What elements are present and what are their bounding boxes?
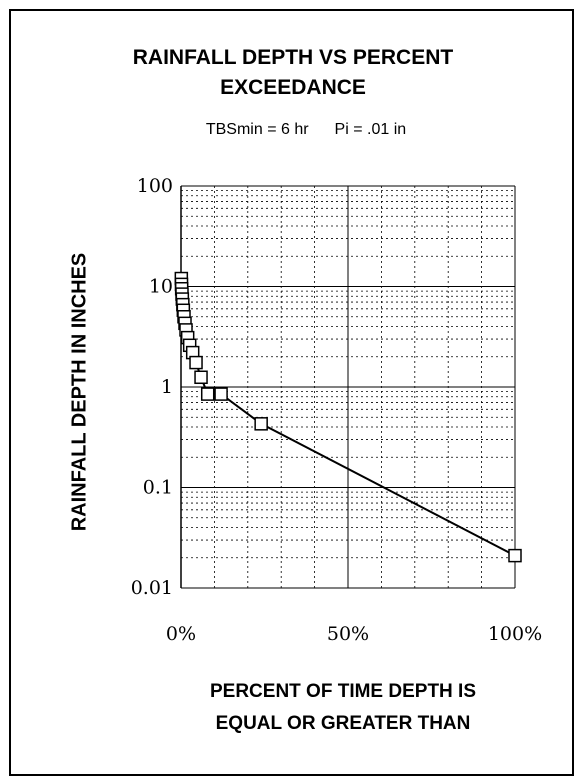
data-point-marker <box>254 417 268 431</box>
chart-title: RAINFALL DEPTH VS PERCENT EXCEEDANCE <box>0 43 586 103</box>
chart-title-line-2: EXCEEDANCE <box>220 76 366 99</box>
y-tick-label: 100 <box>137 175 173 197</box>
y-tick-label: 10 <box>149 276 173 298</box>
y-tick-label: 0.1 <box>143 477 173 499</box>
x-tick-label: 50% <box>327 623 369 645</box>
x-axis-label: PERCENT OF TIME DEPTH IS EQUAL OR GREATE… <box>0 676 586 740</box>
data-point-marker <box>189 355 203 370</box>
y-tick-label: 1 <box>161 376 173 398</box>
subtitle-pi: Pi = .01 in <box>334 121 407 138</box>
data-point-marker <box>200 387 215 401</box>
chart-subtitle: TBSmin = 6 hr Pi = .01 in <box>0 121 586 139</box>
y-tick-label: 0.01 <box>131 577 173 599</box>
x-axis-label-line-2: EQUAL OR GREATER THAN <box>215 713 471 734</box>
x-tick-label: 100% <box>488 623 542 645</box>
x-tick-label: 0% <box>166 623 196 645</box>
data-point-marker <box>214 387 228 401</box>
data-point-marker <box>508 548 522 563</box>
x-axis-label-line-1: PERCENT OF TIME DEPTH IS <box>209 681 477 702</box>
chart-title-line-1: RAINFALL DEPTH VS PERCENT <box>132 46 454 69</box>
data-point-marker <box>194 370 208 385</box>
subtitle-tbsmin: TBSmin = 6 hr <box>205 121 309 138</box>
